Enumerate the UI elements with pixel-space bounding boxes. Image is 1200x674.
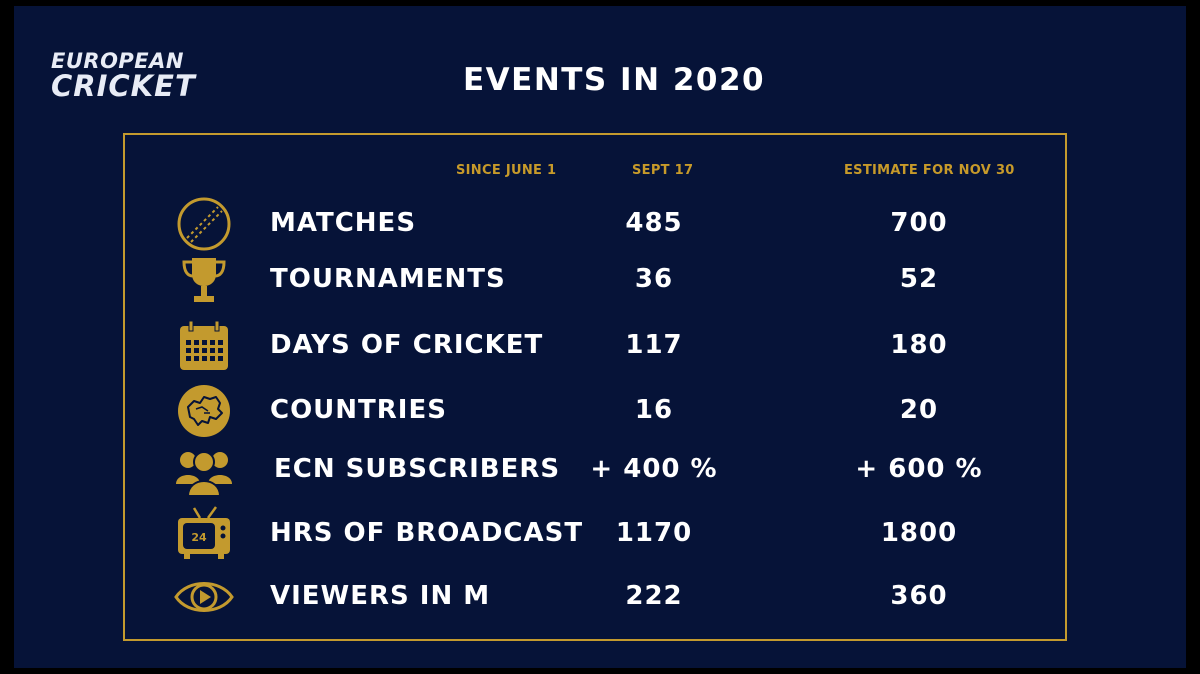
stat-row-tournaments: TOURNAMENTS 36 52 bbox=[14, 252, 1186, 308]
logo-line-1: EUROPEAN bbox=[51, 49, 184, 73]
people-icon bbox=[174, 442, 234, 498]
stats-panel bbox=[123, 133, 1067, 641]
stat-value-sept: 16 bbox=[634, 395, 674, 425]
stat-value-estimate: 20 bbox=[899, 395, 939, 425]
stat-label: HRS OF BROADCAST bbox=[270, 518, 584, 548]
europe-map-icon bbox=[174, 383, 234, 439]
slide: EUROPEAN CRICKET EVENTS IN 2020 SINCE JU… bbox=[14, 6, 1186, 668]
stat-value-sept: 222 bbox=[625, 581, 683, 611]
logo-line-2: CRICKET bbox=[51, 69, 196, 103]
stat-row-days: DAYS OF CRICKET 117 180 bbox=[14, 318, 1186, 374]
stat-value-estimate: 360 bbox=[890, 581, 948, 611]
eye-play-icon bbox=[174, 569, 234, 625]
european-cricket-logo: EUROPEAN CRICKET bbox=[51, 49, 221, 103]
stat-row-matches: MATCHES 485 700 bbox=[14, 196, 1186, 252]
column-header-sept: SEPT 17 bbox=[632, 163, 694, 178]
stat-value-sept: 1170 bbox=[615, 518, 693, 548]
stat-row-broadcast: 24 HRS OF BROADCAST 1170 1800 bbox=[14, 506, 1186, 562]
stat-value-sept: 485 bbox=[625, 208, 683, 238]
column-header-estimate: ESTIMATE FOR NOV 30 bbox=[844, 163, 1015, 178]
stat-label: TOURNAMENTS bbox=[270, 264, 506, 294]
trophy-icon bbox=[174, 252, 234, 308]
stat-value-estimate: + 600 % bbox=[855, 454, 983, 484]
stat-value-estimate: 1800 bbox=[880, 518, 958, 548]
column-header-since: SINCE JUNE 1 bbox=[456, 163, 557, 178]
stat-value-estimate: 180 bbox=[890, 330, 948, 360]
tv-24-icon: 24 bbox=[174, 506, 234, 562]
calendar-icon bbox=[174, 318, 234, 374]
stat-value-sept: 117 bbox=[625, 330, 683, 360]
stat-value-sept: 36 bbox=[634, 264, 674, 294]
stat-label: DAYS OF CRICKET bbox=[270, 330, 544, 360]
stat-value-estimate: 700 bbox=[890, 208, 948, 238]
stat-label: VIEWERS IN M bbox=[270, 581, 491, 611]
page-title: EVENTS IN 2020 bbox=[463, 62, 766, 98]
stat-value-estimate: 52 bbox=[899, 264, 939, 294]
stat-label: ECN SUBSCRIBERS bbox=[274, 454, 561, 484]
stat-label: COUNTRIES bbox=[270, 395, 447, 425]
stat-row-countries: COUNTRIES 16 20 bbox=[14, 383, 1186, 439]
stat-row-subscribers: ECN SUBSCRIBERS + 400 % + 600 % bbox=[14, 442, 1186, 498]
stat-value-sept: + 400 % bbox=[590, 454, 718, 484]
stat-row-viewers: VIEWERS IN M 222 360 bbox=[14, 569, 1186, 625]
stat-label: MATCHES bbox=[270, 208, 417, 238]
cricket-ball-icon bbox=[174, 196, 234, 252]
svg-text:24: 24 bbox=[191, 531, 207, 544]
